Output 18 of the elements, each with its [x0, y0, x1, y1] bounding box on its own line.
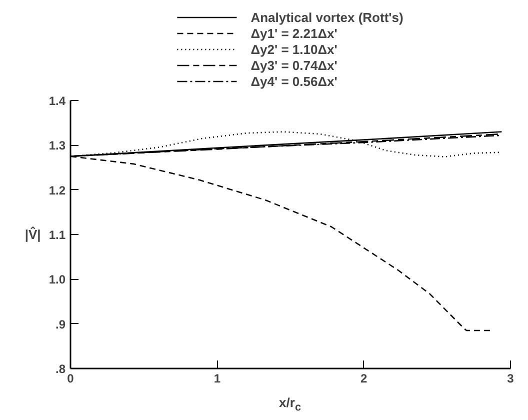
y-axis-title: |V̂| [24, 226, 41, 242]
legend-label: Δy2' = 1.10Δx' [250, 41, 338, 57]
y-tick-label: 1.0 [48, 272, 66, 287]
x-tick-label: 3 [507, 372, 514, 386]
legend-label: Δy4' = 0.56Δx' [250, 73, 338, 89]
x-axis-title: x/r$_{c}$ [279, 394, 301, 416]
y-tick-label: 1.4 [48, 94, 66, 108]
legend-label: Δy3' = 0.74Δx' [250, 57, 338, 73]
y-tick-label: 1.1 [48, 228, 66, 242]
y-tick-label: 1.2 [48, 183, 66, 198]
legend-label: Analytical vortex (Rott's) [250, 9, 404, 25]
x-tick-label: 0 [67, 372, 74, 386]
y-tick-label: .8 [55, 362, 66, 376]
y-tick-label: 1.3 [48, 138, 66, 153]
y-tick-label: .9 [55, 317, 66, 332]
legend-label: Δy1' = 2.21Δx' [250, 25, 338, 41]
x-tick-label: 2 [360, 372, 368, 386]
x-tick-label: 1 [214, 372, 221, 386]
